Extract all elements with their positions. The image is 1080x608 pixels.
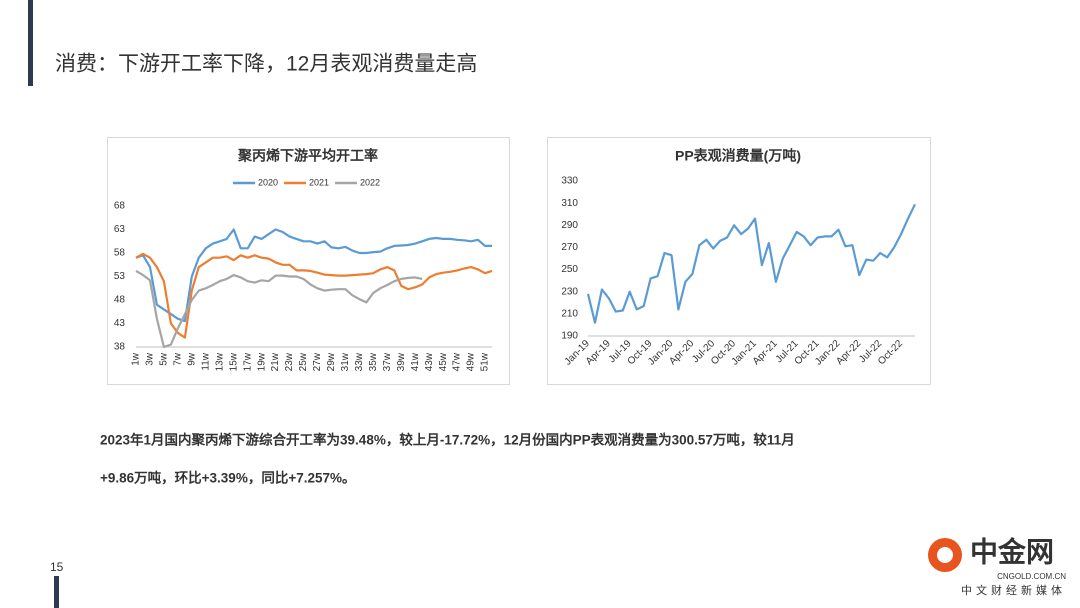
data-line — [586, 203, 916, 324]
accent-bar — [54, 576, 59, 608]
x-tick-label: 51w — [480, 352, 491, 371]
y-tick-label: 68 — [114, 201, 126, 212]
x-tick-label: 13w — [214, 352, 225, 371]
y-tick-label: 310 — [561, 198, 578, 209]
y-tick-label: 43 — [114, 318, 126, 329]
x-tick-label: 31w — [340, 352, 351, 371]
x-tick-label: 5w — [159, 352, 170, 366]
accent-bar — [28, 0, 33, 86]
x-tick-label: 41w — [410, 352, 421, 371]
x-tick-label: 49w — [466, 352, 477, 371]
legend-label: 2020 — [258, 177, 278, 187]
x-tick-label: 43w — [424, 352, 435, 371]
x-tick-label: 15w — [228, 352, 239, 371]
y-tick-label: 53 — [114, 271, 126, 282]
x-tick-label: 29w — [326, 352, 337, 371]
x-tick-label: 1w — [131, 352, 142, 366]
body-text: 2023年1月国内聚丙烯下游综合开工率为39.48%，较上月-17.72%，12… — [100, 432, 795, 448]
x-tick-label: 33w — [354, 352, 365, 371]
slide-title: 消费：下游开工率下降，12月表观消费量走高 — [55, 53, 477, 76]
y-tick-label: 230 — [561, 286, 578, 297]
x-tick-label: 11w — [200, 352, 211, 370]
x-tick-label: 35w — [368, 352, 379, 371]
data-line — [135, 228, 492, 323]
logo-slogan: 中文财经新媒体 — [961, 583, 1066, 597]
y-tick-label: 63 — [114, 224, 126, 235]
data-line — [135, 252, 493, 339]
logo-site: CNGOLD.COM.CN — [997, 572, 1066, 581]
data-line — [135, 269, 423, 349]
y-tick-label: 210 — [561, 308, 578, 319]
x-tick-label: 27w — [312, 352, 323, 371]
logo-brand: 中金网 — [970, 535, 1054, 567]
body-text: +9.86万吨，环比+3.39%，同比+7.257%。 — [100, 470, 356, 486]
legend-label: 2021 — [309, 177, 329, 187]
x-tick-label: 39w — [396, 352, 407, 371]
x-tick-label: 47w — [452, 352, 463, 371]
y-tick-label: 290 — [561, 220, 578, 231]
x-tick-label: 21w — [270, 352, 281, 371]
x-tick-label: 45w — [438, 352, 449, 371]
x-tick-label: 7w — [173, 352, 184, 366]
chart-frame — [107, 137, 510, 385]
x-tick-label: 3w — [145, 352, 156, 366]
legend-label: 2022 — [360, 177, 380, 187]
y-tick-label: 38 — [114, 342, 126, 353]
x-tick-label: 19w — [256, 352, 267, 371]
x-tick-label: 9w — [186, 352, 197, 366]
page-number: 15 — [50, 560, 64, 574]
x-tick-label: 23w — [284, 352, 295, 371]
y-tick-label: 58 — [114, 248, 126, 259]
chart-title: 聚丙烯下游平均开工率 — [237, 148, 378, 164]
x-tick-label: 25w — [298, 352, 309, 371]
y-tick-label: 250 — [561, 264, 578, 275]
y-tick-label: 190 — [561, 331, 578, 342]
x-tick-label: 37w — [382, 352, 393, 371]
chart-title: PP表观消费量(万吨) — [675, 148, 801, 164]
y-tick-label: 270 — [561, 242, 578, 253]
y-tick-label: 48 — [114, 295, 126, 306]
x-tick-label: 17w — [242, 352, 253, 371]
y-tick-label: 330 — [561, 176, 578, 187]
logo-icon — [937, 547, 953, 563]
